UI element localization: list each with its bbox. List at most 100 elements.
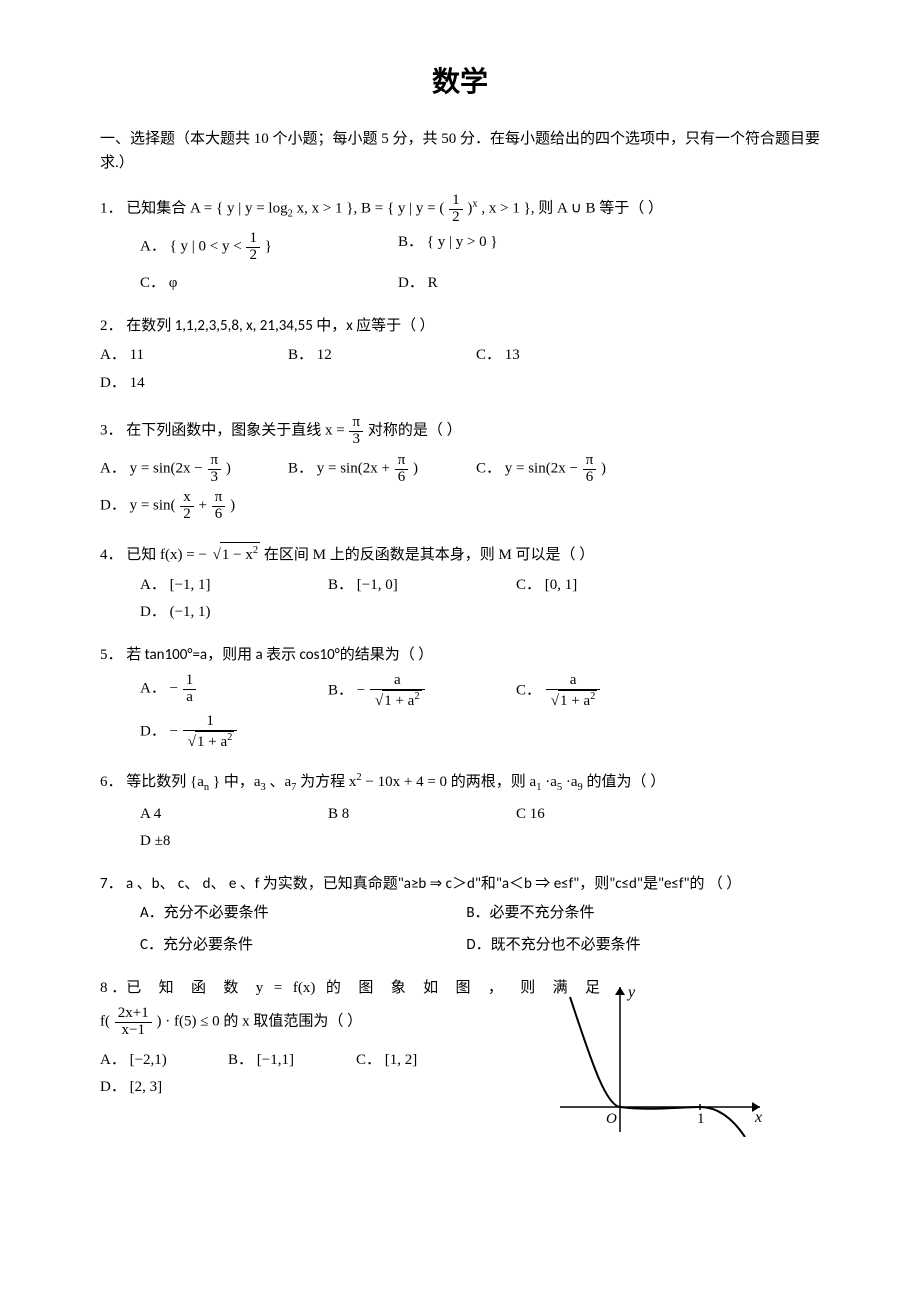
- q3-A-post: ): [226, 461, 231, 477]
- q5-fA-n: 1: [183, 673, 197, 690]
- q6-s3: 3: [260, 782, 265, 793]
- q4-sqrt-in: 1 − x: [222, 547, 253, 563]
- q3-B-post: ): [413, 461, 418, 477]
- q8-options: A． [−2,1) B． [−1,1] C． [1, 2] D． [2, 3]: [100, 1049, 600, 1104]
- q5-optD: D． − 1 1 + a2: [140, 714, 310, 751]
- question-4: 4． 已知 f(x) = − 1 − x2 在区间 M 上的反函数是其本身，则 …: [100, 542, 820, 628]
- q3-optA: A． y = sin(2x − π3 ): [100, 453, 270, 486]
- q3-fD2-d: 6: [212, 507, 226, 523]
- q5-fA: 1a: [183, 673, 197, 706]
- q1-optD: D． R: [398, 272, 638, 295]
- q3-fD2-n: π: [212, 490, 226, 507]
- q3-A-pre: A． y = sin(2x −: [100, 461, 207, 477]
- q8-graph: y x O 1: [550, 977, 770, 1137]
- q4-optA: A． [−1, 1]: [140, 574, 310, 597]
- q5-sqrtD-sup: 2: [227, 732, 232, 743]
- q5-fD: 1 1 + a2: [183, 714, 238, 751]
- section-intro: 一、选择题（本大题共 10 个小题；每小题 5 分，共 50 分．在每小题给出的…: [100, 128, 820, 175]
- q5-stem: 5． 若 tan100°=a，则用 a 表示 cos10°的结果为（ ）: [100, 644, 820, 667]
- q2-optD: D． 14: [100, 372, 270, 395]
- axis-y-label: y: [626, 984, 636, 1001]
- q1-options-2: C． φ D． R: [140, 272, 820, 299]
- q6-optD: D ±8: [140, 830, 310, 853]
- q8-l1: 已 知 函 数 y = f(x) 的 图 象 如 图 ， 则 满 足: [126, 977, 600, 1000]
- q1-frac2-num: 1: [246, 231, 260, 248]
- q8-stem: 8 ． 已 知 函 数 y = f(x) 的 图 象 如 图 ， 则 满 足 f…: [100, 977, 600, 1103]
- q4-optC: C． [0, 1]: [516, 574, 686, 597]
- q3-fd: 3: [349, 432, 363, 448]
- q4-sqrt: 1 − x2: [211, 542, 260, 567]
- q6-n: n: [204, 782, 209, 793]
- tick-1-label: 1: [697, 1111, 705, 1127]
- q5-fB-n: a: [370, 673, 425, 690]
- q5-fD-d: 1 + a2: [183, 731, 238, 751]
- q1-frac2: 1 2: [246, 231, 260, 264]
- q3-fB: π6: [395, 453, 409, 486]
- q3-optB: B． y = sin(2x + π6 ): [288, 453, 458, 486]
- q5-fB-d: 1 + a2: [370, 690, 425, 710]
- q3-C-pre: C． y = sin(2x −: [476, 461, 582, 477]
- q6-t4: 、a: [269, 774, 291, 790]
- q1-optA: A． { y | 0 < y < 1 2 }: [140, 231, 380, 264]
- q5-C-pre: C．: [516, 683, 545, 699]
- q3-optC: C． y = sin(2x − π6 ): [476, 453, 646, 486]
- q4-t2: 在区间 M 上的反函数是其本身，则 M 可以是（ ）: [264, 547, 594, 563]
- q2-num: 2．: [100, 318, 123, 334]
- q3-fD1-n: x: [180, 490, 194, 507]
- axis-x-label: x: [754, 1109, 762, 1126]
- q3-fB-d: 6: [395, 470, 409, 486]
- q4-sqrt-sup: 2: [253, 545, 258, 556]
- q7-optB: B．必要不充分条件: [466, 902, 792, 925]
- q5-sqrtD-in: 1 + a: [197, 734, 227, 750]
- q3-num: 3．: [100, 423, 123, 439]
- question-2: 2． 在数列 1,1,2,3,5,8, x, 21,34,55 中，x 应等于（…: [100, 315, 820, 399]
- q1-optA-post: }: [265, 239, 272, 255]
- q5-fC: a 1 + a2: [546, 673, 601, 710]
- q8-optC: C． [1, 2]: [356, 1049, 466, 1072]
- q8-optA: A． [−2,1): [100, 1049, 210, 1072]
- q2-text: 在数列 1,1,2,3,5,8, x, 21,34,55 中，x 应等于（ ）: [126, 317, 434, 335]
- q7-num: 7．: [100, 875, 123, 893]
- q2-options: A． 11 B． 12 C． 13 D． 14: [100, 344, 820, 399]
- q7-optA: A．充分不必要条件: [140, 902, 466, 925]
- q1-num: 1．: [100, 201, 123, 217]
- q2-stem: 2． 在数列 1,1,2,3,5,8, x, 21,34,55 中，x 应等于（…: [100, 315, 820, 338]
- curve-graph-icon: y x O 1: [550, 977, 770, 1137]
- exam-page: 数学 一、选择题（本大题共 10 个小题；每小题 5 分，共 50 分．在每小题…: [50, 0, 870, 1213]
- q5-sqrtB: 1 + a2: [373, 690, 422, 710]
- q8-pre: f(: [100, 1014, 110, 1030]
- q6-optC: C 16: [516, 803, 686, 826]
- q6-t1: 等比数列 {a: [126, 774, 204, 790]
- q3-t2: 对称的是（ ）: [368, 423, 462, 439]
- q6-d2: ·a: [566, 774, 578, 790]
- q8-line2: f( 2x+1 x−1 ) · f(5) ≤ 0 的 x 取值范围为（ ）: [100, 1006, 600, 1039]
- q1-optA-pre: A． { y | 0 < y <: [140, 239, 245, 255]
- q8-mid: ) · f(5) ≤ 0 的 x 取值范围为（ ）: [156, 1014, 362, 1030]
- q3-fD1: x2: [180, 490, 194, 523]
- q6-optA: A 4: [140, 803, 310, 826]
- q1-optC: C． φ: [140, 272, 380, 295]
- q1-frac-num: 1: [449, 193, 463, 210]
- q6-t2: } 中，a: [213, 774, 261, 790]
- q6-s5: 7: [291, 782, 296, 793]
- q3-D-post: ): [230, 498, 235, 514]
- q7-options-1: A．充分不必要条件 B．必要不充分条件: [140, 902, 820, 929]
- q8-fn: 2x+1: [115, 1006, 152, 1023]
- q5-fC-n: a: [546, 673, 601, 690]
- q6-sup2: 2: [356, 772, 361, 783]
- q5-fB: a 1 + a2: [370, 673, 425, 710]
- q3-fC: π6: [583, 453, 597, 486]
- q4-t1: 已知 f(x) = −: [126, 547, 207, 563]
- q3-fC-d: 6: [583, 470, 597, 486]
- q1-frac2-den: 2: [246, 248, 260, 264]
- q3-fD2: π6: [212, 490, 226, 523]
- q1-t1: 已知集合: [126, 201, 190, 217]
- q3-D-mid: +: [199, 498, 211, 514]
- q8-fd: x−1: [115, 1023, 152, 1039]
- q3-fC-n: π: [583, 453, 597, 470]
- q6-ss5: 5: [557, 782, 562, 793]
- q3-frac: π 3: [349, 415, 363, 448]
- q3-C-post: ): [601, 461, 606, 477]
- q1-optB: B． { y | y > 0 }: [398, 231, 638, 264]
- q3-fB-n: π: [395, 453, 409, 470]
